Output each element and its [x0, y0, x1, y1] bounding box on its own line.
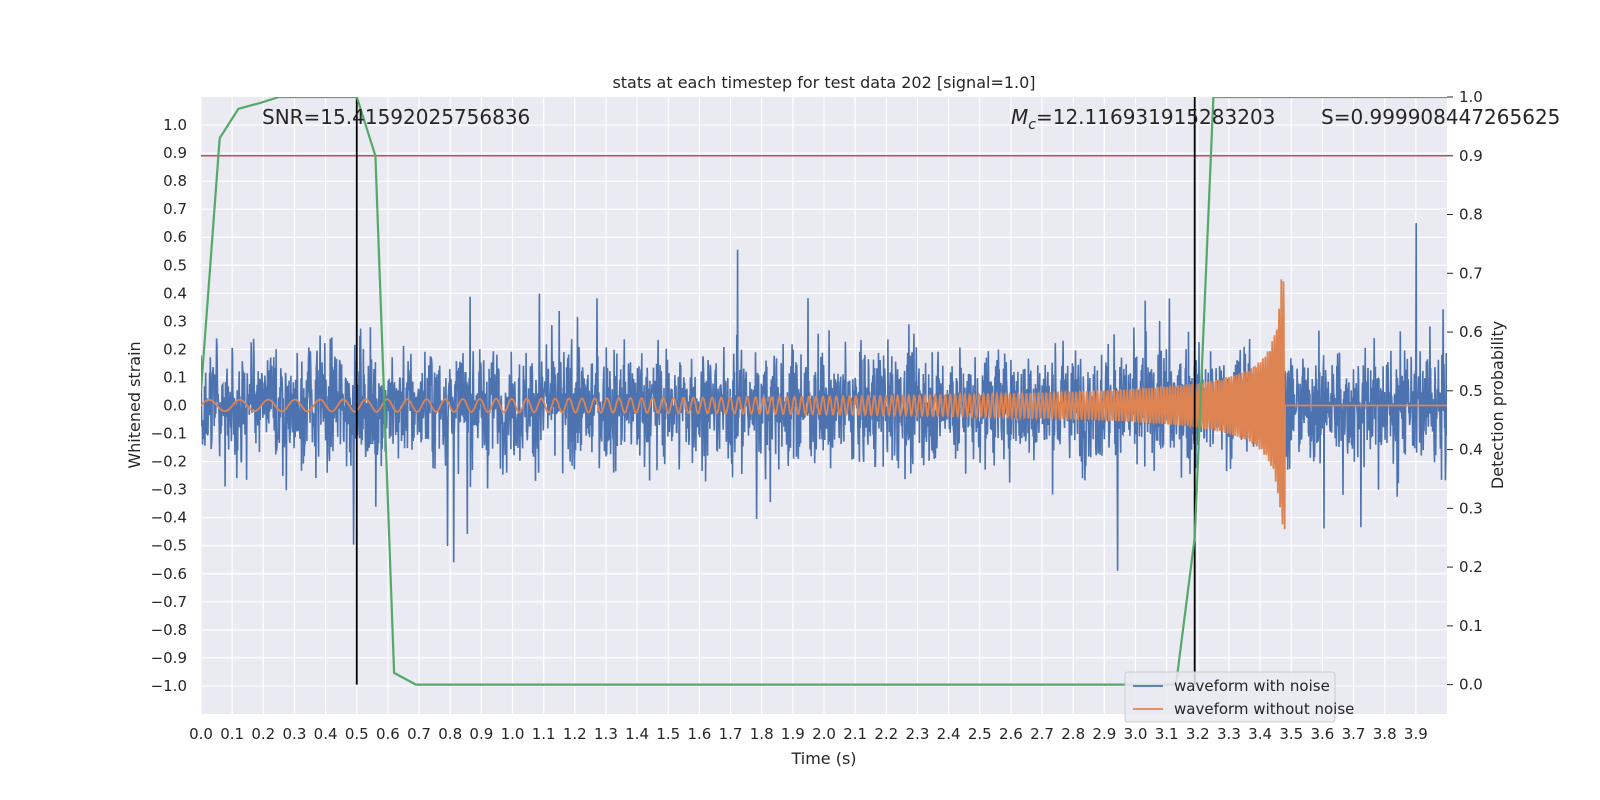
- x-tick-label: 3.5: [1279, 725, 1303, 743]
- x-tick-label: 0.3: [283, 725, 307, 743]
- x-tick-label: 1.4: [625, 725, 649, 743]
- y2-tick-label: 0.7: [1459, 264, 1483, 282]
- x-tick-label: 0.1: [220, 725, 244, 743]
- x-tick-label: 3.4: [1248, 725, 1272, 743]
- x-tick-label: 2.1: [843, 725, 867, 743]
- chirp-mass-subscript: c: [1028, 117, 1036, 133]
- legend: waveform with noise waveform without noi…: [1124, 671, 1354, 723]
- y2-tick-label: 0.6: [1459, 323, 1483, 341]
- x-tick-label: 3.3: [1217, 725, 1241, 743]
- y2-tick-label: 0.1: [1459, 617, 1483, 635]
- x-tick-label: 3.8: [1373, 725, 1397, 743]
- x-tick-label: 0.9: [469, 725, 493, 743]
- x-tick-label: 3.1: [1155, 725, 1179, 743]
- x-tick-label: 1.2: [563, 725, 587, 743]
- legend-box: [1124, 671, 1336, 723]
- y2-tick-label: 1.0: [1459, 88, 1483, 106]
- y2-ticks: 1.0 0.9 0.8 0.7 0.6 0.5 0.4 0.3 0.2 0.1 0.0: [1447, 88, 1483, 694]
- y2-tick-label: 0.4: [1459, 441, 1483, 459]
- x-tick-label: 2.2: [874, 725, 898, 743]
- x-tick-label: 3.7: [1342, 725, 1366, 743]
- y2-tick-label: 0.5: [1459, 382, 1483, 400]
- y2-axis-label: Detection probability: [1488, 321, 1507, 489]
- y-tick-label: 1.0: [163, 116, 187, 134]
- x-tick-label: 2.8: [1061, 725, 1085, 743]
- y-tick-label: −0.3: [151, 481, 187, 499]
- x-axis-label: Time (s): [790, 749, 856, 768]
- y-tick-label: 0.0: [163, 397, 187, 415]
- x-tick-label: 0.2: [251, 725, 275, 743]
- x-tick-label: 0.5: [345, 725, 369, 743]
- y-tick-label: 0.8: [163, 172, 187, 190]
- legend-label-waveform-with-noise: waveform with noise: [1174, 677, 1330, 695]
- y-tick-label: −0.9: [151, 649, 187, 667]
- y-tick-label: 0.1: [163, 368, 187, 386]
- y-tick-label: −0.8: [151, 621, 187, 639]
- chirp-mass-value: =12.116931915283203: [1036, 105, 1275, 129]
- chirp-mass-annotation: Mc=12.116931915283203: [1011, 105, 1275, 133]
- y-tick-label: −0.5: [151, 537, 187, 555]
- y-axis-label: Whitened strain: [125, 341, 144, 468]
- x-tick-label: 0.6: [376, 725, 400, 743]
- y-tick-label: 0.6: [163, 228, 187, 246]
- series-line-waveform-without-noise: [201, 279, 1447, 530]
- x-tick-label: 0.7: [407, 725, 431, 743]
- x-tick-label: 2.6: [999, 725, 1023, 743]
- y2-tick-label: 0.2: [1459, 558, 1483, 576]
- y2-tick-label: 0.9: [1459, 147, 1483, 165]
- x-tick-label: 2.3: [906, 725, 930, 743]
- y2-tick-label: 0.8: [1459, 206, 1483, 224]
- legend-label-waveform-without-noise: waveform without noise: [1174, 700, 1354, 718]
- y-tick-label: −0.2: [151, 453, 187, 471]
- x-ticks: 0.0 0.1 0.2 0.3 0.4 0.5 0.6 0.7 0.8 0.9 1.0 1.1 1.2 1…: [189, 725, 1428, 743]
- x-tick-label: 2.9: [1092, 725, 1116, 743]
- y-tick-label: −0.7: [151, 593, 187, 611]
- x-tick-label: 3.2: [1186, 725, 1210, 743]
- chirp-mass-symbol: M: [1011, 105, 1028, 129]
- y-tick-label: 0.9: [163, 144, 187, 162]
- y-tick-label: −0.1: [151, 425, 187, 443]
- y-tick-label: 0.4: [163, 284, 187, 302]
- x-tick-label: 1.1: [532, 725, 556, 743]
- y-ticks: 1.0 0.9 0.8 0.7 0.6 0.5 0.4 0.3 0.2 0.1 0.0 −0.1 −0.…: [151, 116, 187, 695]
- y-tick-label: 0.3: [163, 312, 187, 330]
- y2-tick-label: 0.3: [1459, 499, 1483, 517]
- y-tick-label: −0.6: [151, 565, 187, 583]
- plot-area: [201, 97, 1447, 686]
- x-tick-label: 0.8: [438, 725, 462, 743]
- y2-tick-label: 0.0: [1459, 676, 1483, 694]
- y-tick-label: 0.2: [163, 340, 187, 358]
- x-tick-label: 1.7: [719, 725, 743, 743]
- y-tick-label: −1.0: [151, 677, 187, 695]
- x-tick-label: 3.6: [1310, 725, 1334, 743]
- x-tick-label: 1.8: [750, 725, 774, 743]
- score-annotation: S=0.999908447265625: [1321, 105, 1560, 129]
- x-tick-label: 1.3: [594, 725, 618, 743]
- x-tick-label: 0.4: [314, 725, 338, 743]
- chart-title: stats at each timestep for test data 202…: [612, 73, 1035, 92]
- x-tick-label: 3.0: [1124, 725, 1148, 743]
- x-tick-label: 1.5: [656, 725, 680, 743]
- y-tick-label: 0.7: [163, 200, 187, 218]
- x-tick-label: 1.6: [687, 725, 711, 743]
- y-tick-label: 0.5: [163, 256, 187, 274]
- snr-annotation: SNR=15.41592025756836: [262, 105, 530, 129]
- x-tick-label: 3.9: [1404, 725, 1428, 743]
- vertical-markers: [355, 97, 1196, 685]
- x-tick-label: 2.7: [1030, 725, 1054, 743]
- x-tick-label: 2.0: [812, 725, 836, 743]
- x-tick-label: 0.0: [189, 725, 213, 743]
- series-line-detection-probability: [201, 97, 1447, 686]
- x-tick-label: 2.4: [937, 725, 961, 743]
- x-tick-label: 1.0: [501, 725, 525, 743]
- x-tick-label: 2.5: [968, 725, 992, 743]
- y-tick-label: −0.4: [151, 509, 187, 527]
- x-tick-label: 1.9: [781, 725, 805, 743]
